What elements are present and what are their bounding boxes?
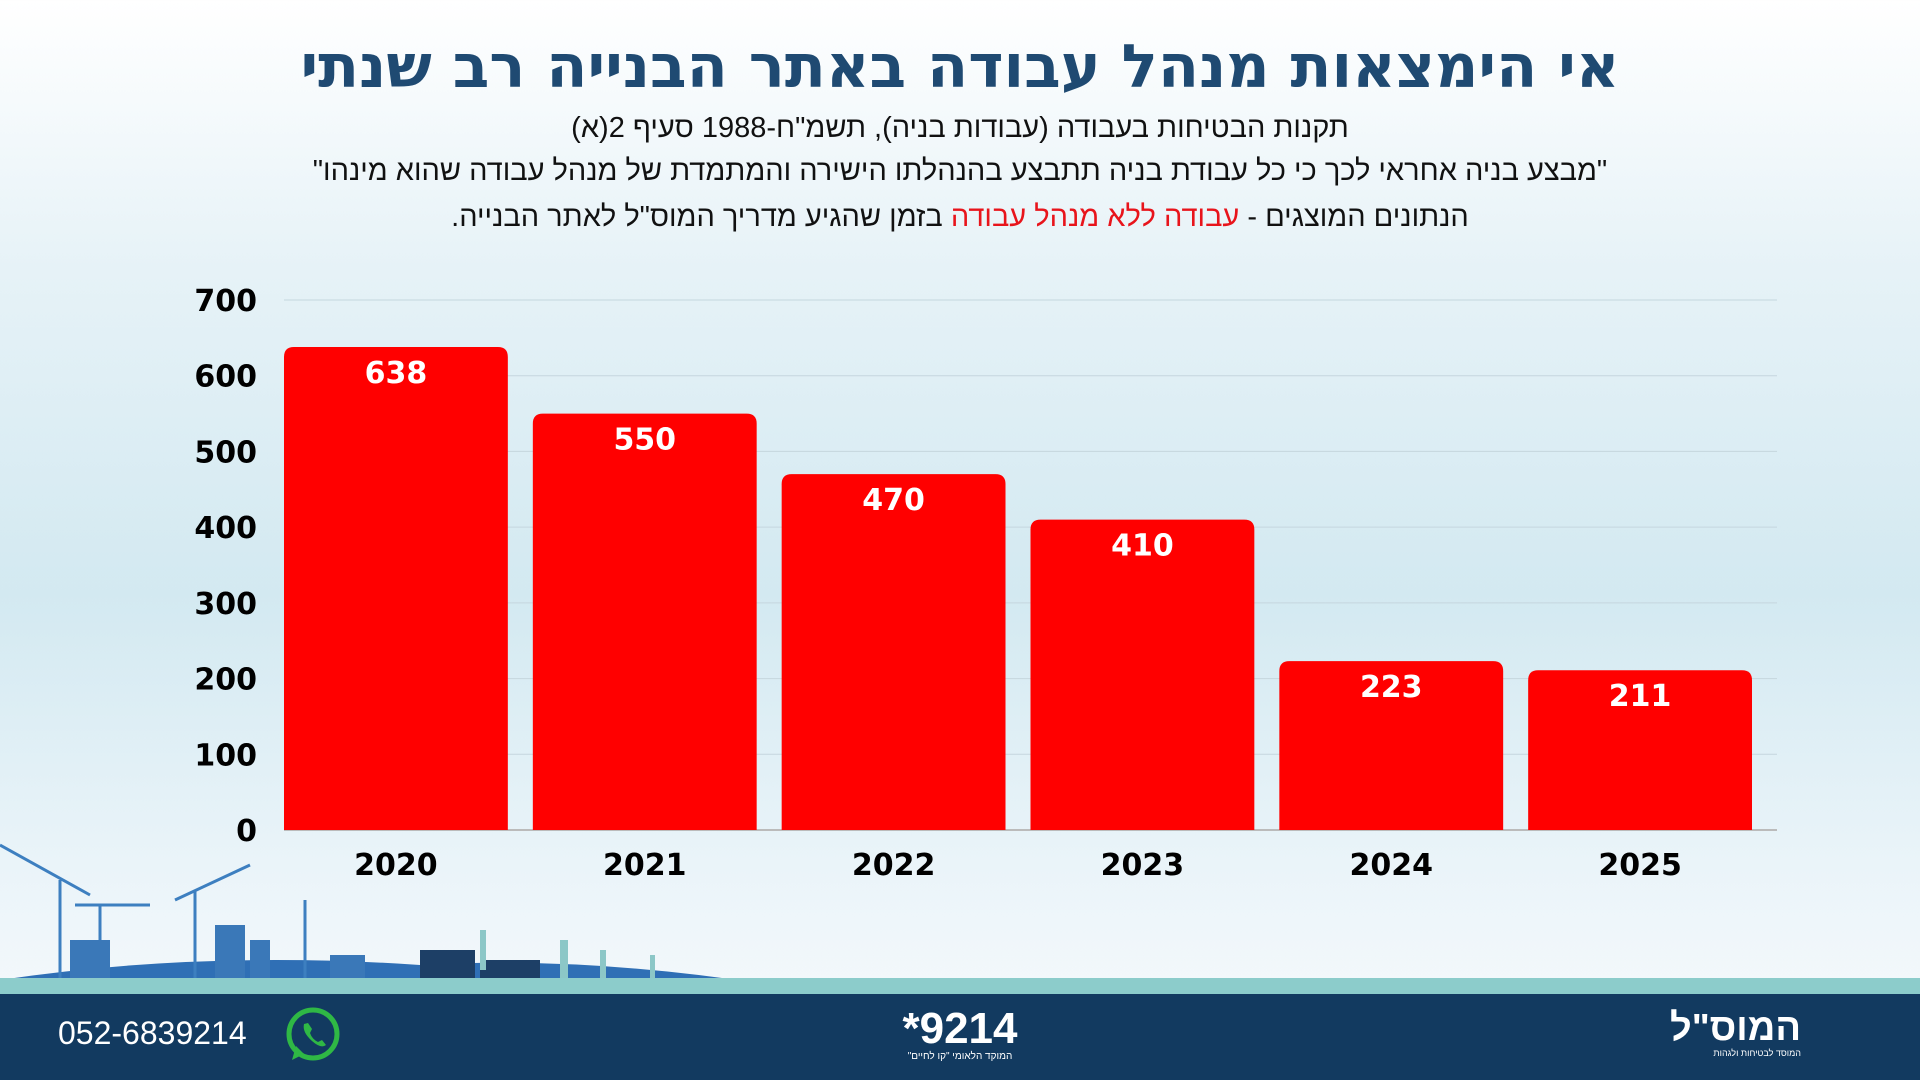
data-description: הנתונים המוצגים - עבודה ללא מנהל עבודה ב… bbox=[0, 201, 1920, 234]
bar bbox=[532, 413, 757, 830]
x-tick-label: 2022 bbox=[852, 848, 936, 883]
x-tick-label: 2020 bbox=[354, 848, 438, 883]
desc-highlight: עבודה ללא מנהל עבודה bbox=[950, 201, 1240, 233]
x-tick-label: 2025 bbox=[1598, 848, 1682, 883]
y-tick-label: 100 bbox=[194, 738, 257, 773]
bar-chart: 0 100 200 300 400 500 600 700 638 2020 550 2021 470 2… bbox=[194, 284, 1777, 883]
logo-subtitle: המוסד לבטיחות ולגהות bbox=[1713, 1048, 1802, 1058]
regulation-citation: תקנות הבטיחות בעבודה (עבודות בניה), תשמ"… bbox=[571, 112, 1349, 144]
logo: המוס"ל המוסד לבטיחות ולגהות bbox=[1670, 1008, 1801, 1058]
x-tick-label: 2024 bbox=[1350, 848, 1434, 883]
data-label: 223 bbox=[1360, 670, 1423, 705]
desc-post: בזמן שהגיע מדריך המוס"ל לאתר הבנייה. bbox=[451, 201, 951, 233]
y-tick-label: 600 bbox=[194, 360, 257, 395]
footer-bar bbox=[0, 994, 1920, 1080]
bar bbox=[1279, 661, 1504, 830]
bar bbox=[1528, 670, 1752, 830]
bar bbox=[1030, 519, 1255, 830]
data-label: 410 bbox=[1111, 529, 1174, 564]
x-tick-label: 2023 bbox=[1101, 848, 1185, 883]
y-tick-label: 400 bbox=[194, 511, 257, 546]
teal-band bbox=[0, 978, 1920, 994]
data-label: 211 bbox=[1609, 679, 1672, 714]
y-tick-label: 200 bbox=[194, 663, 257, 698]
hotline[interactable]: *9214 המוקד הלאומי "קו לחיים" bbox=[880, 1004, 1040, 1063]
page-title: אי הימצאות מנהל עבודה באתר הבנייה רב שנת… bbox=[300, 32, 1620, 102]
construction-skyline-illustration bbox=[0, 843, 800, 995]
data-label: 470 bbox=[862, 483, 925, 518]
bar bbox=[781, 474, 1006, 830]
data-label: 638 bbox=[365, 356, 428, 391]
y-tick-label: 300 bbox=[194, 587, 257, 622]
x-tick-label: 2021 bbox=[603, 848, 687, 883]
regulation-quote: "מבצע בניה אחראי לכך כי כל עבודת בניה תת… bbox=[312, 155, 1608, 187]
logo-name: המוס"ל bbox=[1670, 1007, 1802, 1049]
data-label: 550 bbox=[613, 423, 676, 458]
bar bbox=[284, 346, 508, 830]
y-tick-label: 0 bbox=[236, 814, 257, 849]
y-tick-label: 700 bbox=[194, 284, 257, 319]
hotline-number: *9214 bbox=[902, 1004, 1018, 1053]
y-tick-label: 500 bbox=[194, 435, 257, 470]
phone-number[interactable]: 052-6839214 bbox=[58, 1015, 247, 1051]
hotline-subtitle: המוקד הלאומי "קו לחיים" bbox=[907, 1051, 1013, 1062]
whatsapp-icon[interactable] bbox=[284, 1006, 342, 1064]
desc-pre: הנתונים המוצגים - bbox=[1239, 201, 1469, 233]
